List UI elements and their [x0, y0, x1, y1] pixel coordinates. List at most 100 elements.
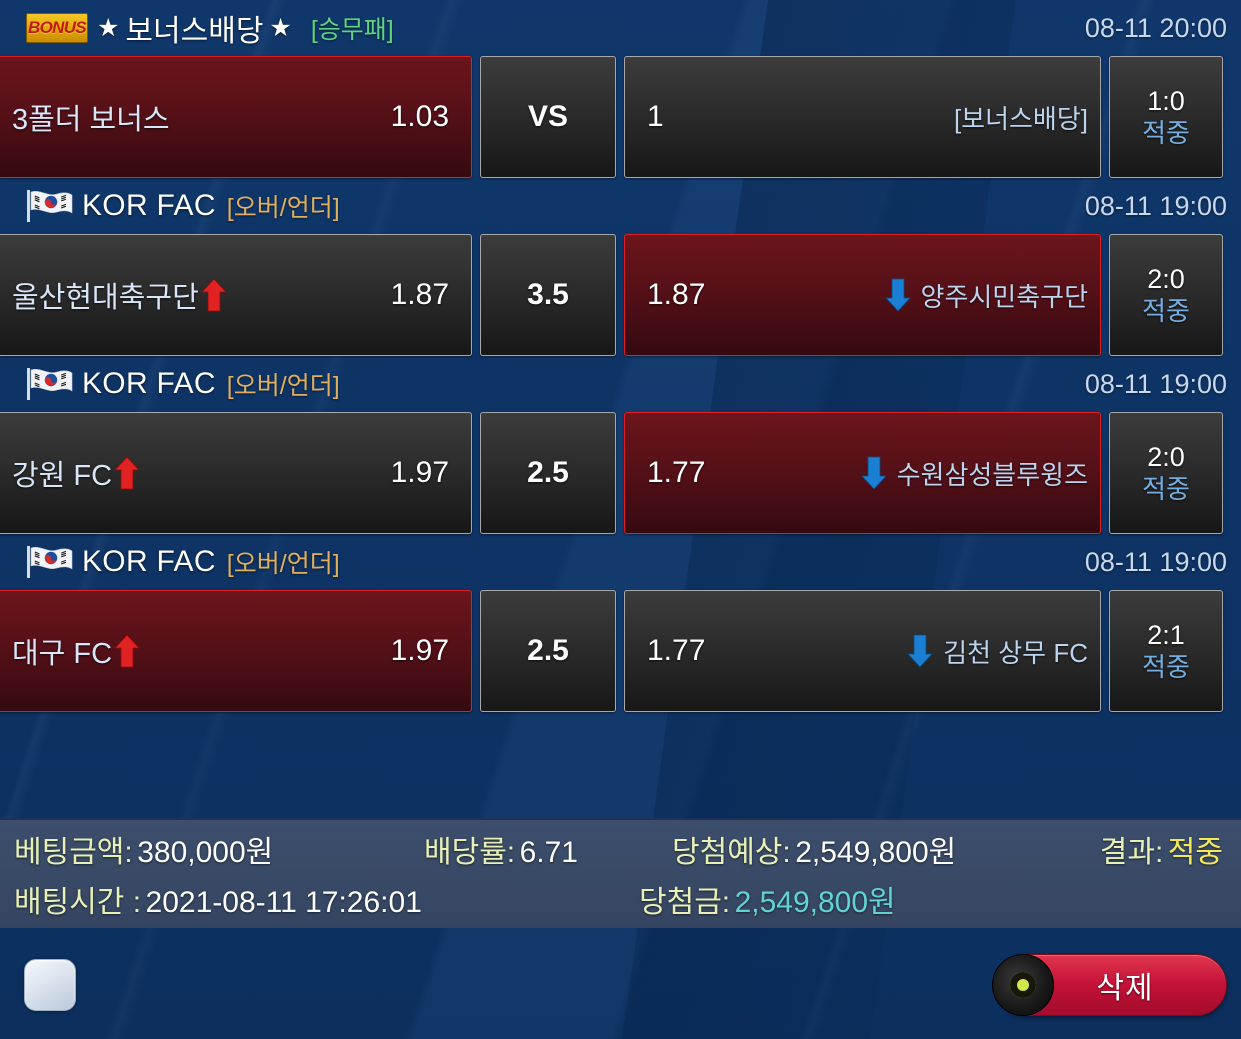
bet-summary: 베팅금액: 380,000원 배당률: 6.71 당첨예상: 2,549,800… [0, 818, 1241, 928]
away-team-name: 양주시민축구단 [884, 277, 1088, 314]
market-type-tag: [오버/언더] [226, 550, 340, 578]
arrow-up-icon [200, 278, 227, 312]
handicap-value: 2.5 [527, 456, 569, 489]
score-cell: 2:0 적중 [1109, 234, 1223, 356]
home-odds: 1.97 [390, 634, 449, 667]
expected-payout-value: 2,549,800원 [795, 836, 957, 869]
away-pick-cell[interactable]: 1 [보너스배당] [624, 56, 1101, 178]
kr-flag-icon [27, 546, 73, 578]
away-label: 수원삼성블루윙즈 [896, 459, 1088, 490]
star-icon-left: ★ [97, 13, 120, 42]
event-time: 08-11 19:00 [1084, 546, 1227, 577]
bet-list: BONUS ★ 보너스배당 ★ [승무패] 08-11 20:00 3폴더 보너스 1.03 V… [0, 0, 1241, 712]
stake-label: 베팅금액: [14, 836, 133, 869]
away-pick-cell[interactable]: 1.77 수원삼성블루윙즈 [624, 412, 1101, 534]
event-name: KOR FAC [82, 189, 216, 222]
home-pick-cell[interactable]: 울산현대축구단 1.87 [0, 234, 472, 356]
away-pick-cell[interactable]: 1.87 양주시민축구단 [624, 234, 1101, 356]
away-pick-cell[interactable]: 1.77 김천 상무 FC [624, 590, 1101, 712]
score-cell: 2:1 적중 [1109, 590, 1223, 712]
home-odds: 1.97 [390, 456, 449, 489]
pick-row-0: 3폴더 보너스 1.03 VS 1 [보너스배당] 1:0 적중 [0, 56, 1241, 178]
arrow-down-icon [907, 634, 934, 668]
pick-row-3: 대구 FC 1.97 2.5 1.77 김천 상무 FC 2:1 적중 [0, 590, 1241, 712]
away-team-name: 김천 상무 FC [907, 633, 1088, 670]
away-team-name: 수원삼성블루윙즈 [860, 455, 1088, 492]
event-title-group: KOR FAC [오버/언더] [26, 366, 1069, 402]
handicap-cell: VS [480, 56, 616, 178]
home-team-name: 3폴더 보너스 [12, 104, 170, 136]
home-team-name: 강원 FC [12, 452, 140, 494]
bonus-badge-icon: BONUS [26, 13, 88, 43]
away-odds: 1 [647, 100, 664, 133]
event-time: 08-11 20:00 [1084, 12, 1227, 43]
event-name: 보너스배당 [125, 15, 264, 48]
pick-row-1: 울산현대축구단 1.87 3.5 1.87 양주시민축구단 2:0 적중 [0, 234, 1241, 356]
delete-button[interactable]: 삭제 [992, 953, 1227, 1016]
market-type-tag: [오버/언더] [226, 194, 340, 222]
away-label: 김천 상무 FC [943, 637, 1088, 668]
payout-value: 2,549,800원 [734, 886, 896, 919]
result-value: 적중 [1167, 836, 1223, 869]
kr-flag-icon [27, 368, 73, 400]
home-odds: 1.87 [390, 278, 449, 311]
away-label: 양주시민축구단 [920, 281, 1088, 312]
odds-rate-field: 배당률: 6.71 [424, 827, 644, 871]
score-cell: 2:0 적중 [1109, 412, 1223, 534]
bet-time-value: 2021-08-11 17:26:01 [145, 886, 422, 919]
stake-field: 베팅금액: 380,000원 [14, 827, 424, 871]
delete-button-label: 삭제 [1096, 971, 1154, 1005]
handicap-value: VS [527, 100, 569, 133]
home-pick-cell[interactable]: 대구 FC 1.97 [0, 590, 472, 712]
result-label: 결과: [1099, 836, 1164, 869]
home-pick-cell[interactable]: 3폴더 보너스 1.03 [0, 56, 472, 178]
event-name: KOR FAC [82, 367, 216, 400]
handicap-value: 3.5 [527, 278, 569, 311]
event-header-2: KOR FAC [오버/언더] 08-11 19:00 [0, 356, 1241, 412]
home-pick-cell[interactable]: 강원 FC 1.97 [0, 412, 472, 534]
event-title-group: BONUS ★ 보너스배당 ★ [승무패] [26, 6, 1069, 50]
odds-rate-value: 6.71 [519, 836, 578, 869]
home-team-name: 대구 FC [12, 630, 140, 672]
handicap-cell: 3.5 [480, 234, 616, 356]
pick-status: 적중 [1142, 651, 1190, 682]
pick-status: 적중 [1142, 473, 1190, 504]
payout-label: 당첨금: [639, 886, 731, 919]
event-title-group: KOR FAC [오버/언더] [26, 544, 1069, 580]
star-icon-right: ★ [269, 13, 292, 42]
kr-flag-icon [27, 190, 73, 222]
expected-payout-label: 당첨예상: [672, 836, 791, 869]
handicap-value: 2.5 [527, 634, 569, 667]
pick-status: 적중 [1142, 117, 1190, 148]
final-score: 2:0 [1147, 442, 1185, 473]
select-slip-checkbox[interactable] [24, 958, 76, 1011]
home-team-name: 울산현대축구단 [12, 274, 227, 316]
delete-knob-icon [992, 953, 1054, 1016]
event-header-0: BONUS ★ 보너스배당 ★ [승무패] 08-11 20:00 [0, 0, 1241, 56]
market-type-tag: [승무패] [310, 16, 394, 44]
away-odds: 1.77 [647, 456, 706, 489]
summary-row-1: 베팅금액: 380,000원 배당률: 6.71 당첨예상: 2,549,800… [14, 827, 1223, 877]
home-odds: 1.03 [390, 100, 449, 133]
arrow-down-icon [884, 278, 911, 312]
away-label: [보너스배당] [953, 103, 1088, 134]
payout-field: 당첨금: 2,549,800원 [639, 877, 1223, 921]
event-time: 08-11 19:00 [1084, 368, 1227, 399]
result-field: 결과: 적중 [1100, 827, 1223, 871]
final-score: 1:0 [1147, 86, 1185, 117]
away-odds: 1.77 [647, 634, 706, 667]
bet-time-field: 배팅시간 : 2021-08-11 17:26:01 [14, 877, 639, 921]
summary-row-2: 배팅시간 : 2021-08-11 17:26:01 당첨금: 2,549,80… [14, 877, 1223, 927]
bottom-action-bar: 삭제 [0, 930, 1241, 1039]
away-team-name: [보너스배당] [954, 99, 1088, 136]
stake-value: 380,000원 [137, 836, 274, 869]
handicap-cell: 2.5 [480, 412, 616, 534]
handicap-cell: 2.5 [480, 590, 616, 712]
arrow-up-icon [114, 456, 140, 490]
bet-time-label: 배팅시간 : [14, 886, 142, 919]
event-header-1: KOR FAC [오버/언더] 08-11 19:00 [0, 178, 1241, 234]
score-cell: 1:0 적중 [1109, 56, 1223, 178]
arrow-up-icon [114, 634, 140, 668]
event-header-3: KOR FAC [오버/언더] 08-11 19:00 [0, 534, 1241, 590]
